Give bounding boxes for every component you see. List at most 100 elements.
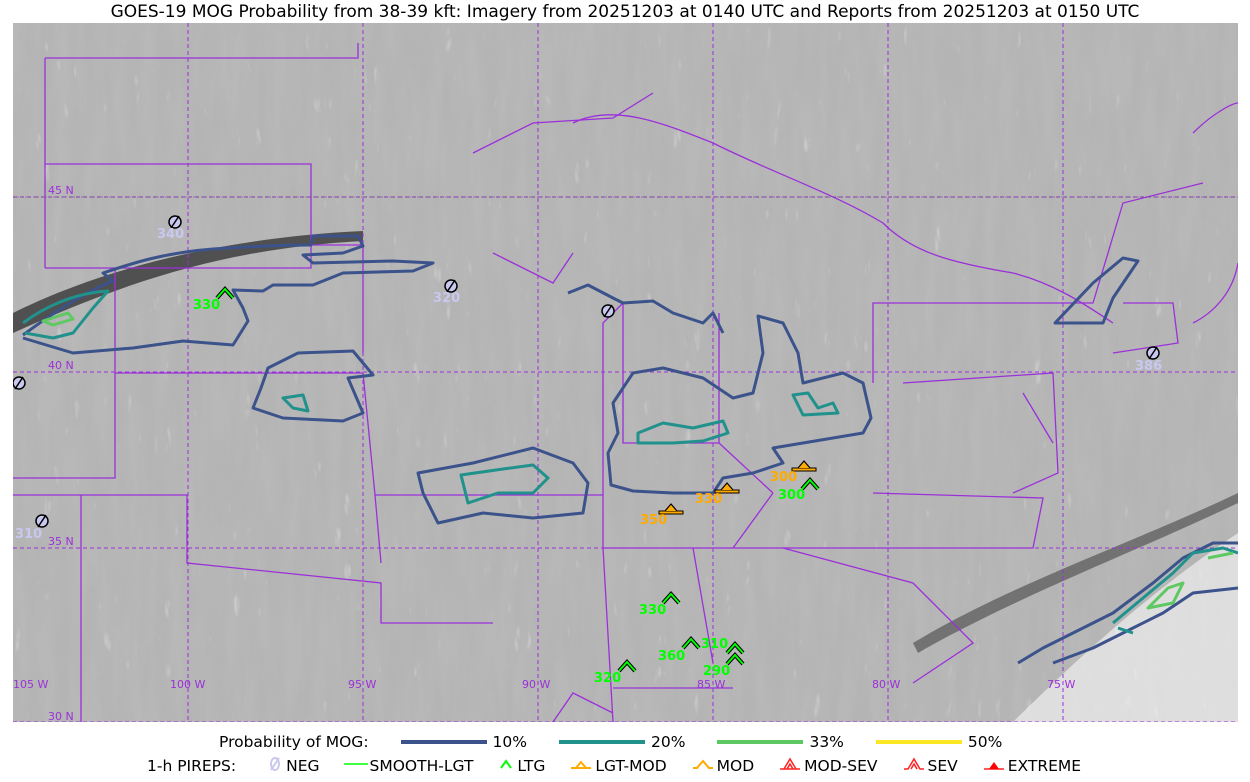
legend-prob-2: 20% <box>559 733 685 751</box>
lgt-mod-icon <box>569 756 595 776</box>
longitude-label: 100 W <box>170 678 205 691</box>
neg-icon <box>266 756 286 776</box>
pirep-altitude: 330 <box>193 298 220 313</box>
longitude-label: 75 W <box>1047 678 1075 691</box>
legend-label: 33% <box>809 733 844 751</box>
pirep-ltg[interactable]: 300 <box>778 476 820 503</box>
latitude-label: 30 N <box>48 710 74 722</box>
pirep-altitude: 330 <box>639 603 666 618</box>
pirep-altitude: 300 <box>778 488 805 503</box>
legend-label: 20% <box>651 733 686 751</box>
legend-pirep-extreme: EXTREME <box>982 756 1081 776</box>
contour-20pct <box>791 391 840 417</box>
legend-label: SEV <box>927 757 958 775</box>
pirep-neg[interactable] <box>13 376 26 390</box>
longitude-label: 85 W <box>697 678 725 691</box>
contour-10pct <box>1053 256 1140 325</box>
pirep-ltg[interactable]: 330 <box>639 590 681 618</box>
legend-label: SMOOTH-LGT <box>369 757 474 775</box>
legend-prob-4: 50% <box>875 733 1003 751</box>
legend-label: LGT-MOD <box>595 757 667 775</box>
pirep-neg[interactable]: 340 <box>157 215 184 242</box>
ltg-icon <box>497 756 517 776</box>
contour-33pct <box>1146 551 1234 610</box>
pirep-markers: 340 320 310 386 330 350 330 300 300 330 360 310 290 3… <box>13 215 1162 686</box>
legend-pirep-smooth-lgt: SMOOTH-LGT <box>343 756 474 776</box>
probability-legend: Probability of MOG: 10% 20% 33% 50% <box>219 733 1002 751</box>
legend-label: MOD <box>716 757 755 775</box>
pirep-altitude: 320 <box>433 291 460 306</box>
pirep-lgt-mod[interactable]: 300 <box>770 460 817 485</box>
dark-cloud-band <box>913 493 1238 653</box>
contour-10pct <box>22 234 435 355</box>
legend-label: 50% <box>967 733 1003 751</box>
longitude-label: 95 W <box>348 678 376 691</box>
pirep-altitude: 340 <box>157 227 184 242</box>
legend-swatch <box>875 740 962 744</box>
pirep-altitude: 360 <box>658 649 685 664</box>
pirep-neg[interactable]: 386 <box>1135 346 1162 374</box>
legend-pirep-sev: SEV <box>902 756 958 776</box>
contour-20pct <box>636 419 730 445</box>
pirep-altitude: 330 <box>695 492 722 507</box>
legend-swatch <box>559 740 645 744</box>
pirep-lgt-mod[interactable]: 350 <box>640 503 684 528</box>
latitude-label: 40 N <box>48 359 74 372</box>
pirep-neg[interactable]: 320 <box>433 279 460 306</box>
mod-sev-icon <box>778 756 804 776</box>
contour-10pct <box>416 446 590 525</box>
dark-jet-band <box>13 231 363 333</box>
state-borders <box>13 43 1238 722</box>
sev-icon <box>902 756 928 776</box>
legend-pirep-ltg: LTG <box>497 756 545 776</box>
contour-10pct <box>1017 541 1238 665</box>
legend-pirep-mod-sev: MOD-SEV <box>778 756 878 776</box>
contour-33pct <box>41 311 75 327</box>
longitude-label: 80 W <box>872 678 900 691</box>
pirep-neg[interactable]: 310 <box>15 514 49 542</box>
smooth-lgt-icon <box>343 756 370 776</box>
pirep-ltg[interactable]: 310 <box>701 637 745 655</box>
legend-pirep-neg: NEG <box>266 756 320 776</box>
pirep-ltg[interactable]: 290 <box>703 651 745 679</box>
pirep-altitude: 386 <box>1135 359 1162 374</box>
pirep-lgt-mod[interactable]: 330 <box>695 482 740 507</box>
mod-icon <box>691 756 717 776</box>
probability-legend-title: Probability of MOG: <box>219 733 369 751</box>
longitude-label: 105 W <box>13 678 48 691</box>
pirep-legend-title: 1-h PIREPS: <box>147 757 237 775</box>
pirep-legend: 1-h PIREPS: NEG SMOOTH-LGT LTG LGT-MOD MOD MO… <box>147 756 1081 776</box>
pirep-neg[interactable] <box>601 304 615 318</box>
legend-swatch <box>717 740 804 744</box>
mog-probability-contours <box>22 234 1238 665</box>
legend-label: NEG <box>286 757 320 775</box>
contour-10pct <box>251 349 375 423</box>
contour-10pct <box>567 283 725 334</box>
map-title: GOES-19 MOG Probability from 38-39 kft: … <box>110 2 1140 22</box>
pirep-ltg[interactable]: 360 <box>658 635 701 664</box>
latitude-label: 45 N <box>48 184 74 197</box>
satellite-map: 45 N 40 N 35 N 30 N 105 W 100 W 95 W 90 W 85 W 80… <box>13 23 1238 722</box>
latitude-label: 35 N <box>48 535 74 548</box>
pirep-ltg[interactable]: 320 <box>594 658 637 686</box>
pirep-altitude: 350 <box>640 513 667 528</box>
pirep-altitude: 320 <box>594 671 621 686</box>
extreme-icon <box>982 756 1008 776</box>
pirep-altitude: 300 <box>770 470 797 485</box>
pirep-altitude: 290 <box>703 664 730 679</box>
legend-label: LTG <box>517 757 546 775</box>
legend-label: 10% <box>492 733 527 751</box>
contour-20pct <box>22 289 110 340</box>
contour-20pct <box>459 463 550 505</box>
legend-pirep-mod: MOD <box>691 756 755 776</box>
pirep-altitude: 310 <box>15 527 42 542</box>
legend-pirep-lgt-mod: LGT-MOD <box>569 756 667 776</box>
legend-label: EXTREME <box>1007 757 1082 775</box>
legend-label: MOD-SEV <box>804 757 878 775</box>
legend-prob-3: 33% <box>717 733 844 751</box>
pirep-ltg[interactable]: 330 <box>193 285 235 313</box>
contour-20pct <box>281 393 310 413</box>
legend-prob-1: 10% <box>400 733 527 751</box>
bright-cloud-band <box>1013 533 1238 722</box>
longitude-label: 90 W <box>522 678 550 691</box>
